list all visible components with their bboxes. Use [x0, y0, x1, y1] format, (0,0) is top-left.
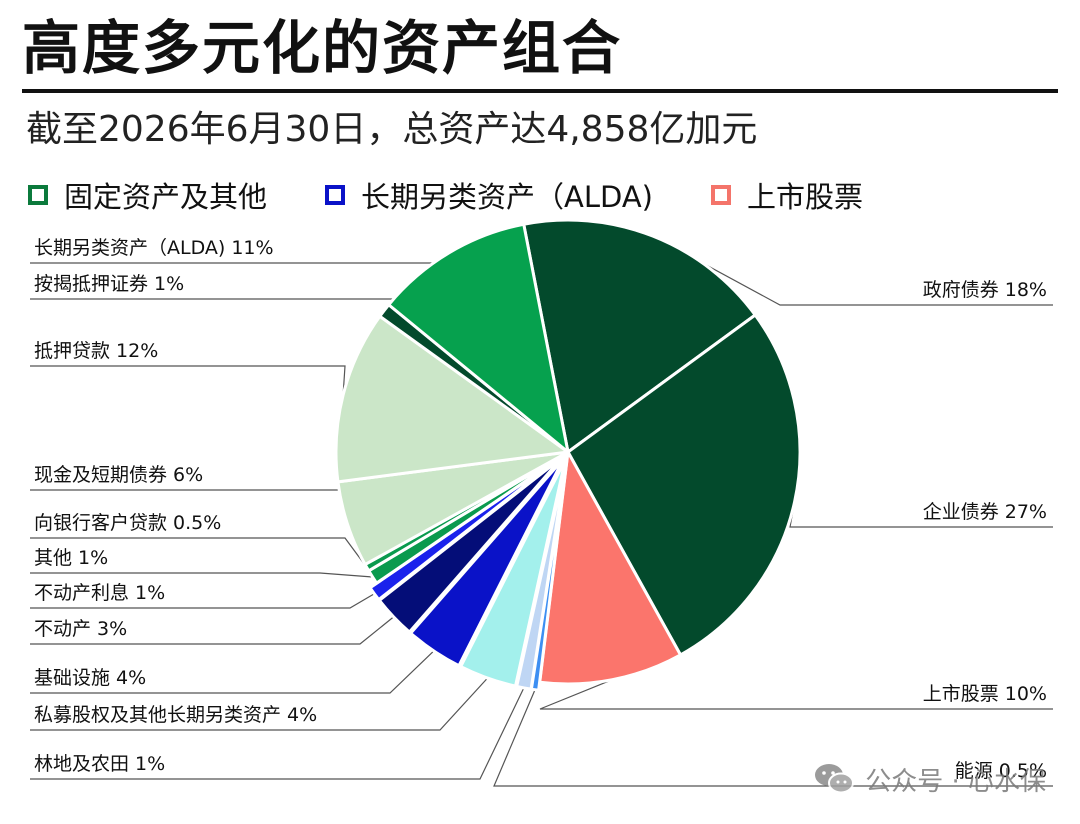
slice-8-leader — [30, 593, 375, 609]
slice-14 — [387, 222, 570, 454]
slice-5-label: 私募股权及其他长期另类资产 4% — [34, 704, 317, 726]
slice-12-label: 抵押贷款 12% — [34, 340, 158, 362]
slice-9-label: 其他 1% — [34, 547, 108, 569]
watermark: 公众号 · 心水保 — [813, 754, 1046, 804]
slice-1-label: 企业债券 27% — [923, 501, 1047, 523]
title-divider — [22, 89, 1058, 93]
slice-2-label: 上市股票 10% — [923, 683, 1047, 705]
chart-subtitle: 截至2026年6月30日，总资产达4,858亿加元 — [26, 109, 758, 150]
slice-5-leader — [30, 677, 488, 731]
slice-7-label: 不动产 3% — [34, 618, 127, 640]
slice-12 — [334, 314, 570, 484]
slice-5 — [459, 458, 567, 688]
legend-swatch-public-equity — [710, 185, 731, 205]
legend-swatch-alda — [325, 185, 346, 205]
slice-4-leader — [30, 687, 525, 780]
slice-12-leader — [30, 365, 346, 396]
slice-8 — [368, 455, 564, 602]
slice-1 — [566, 313, 802, 657]
legend-item-fixed-income: 固定资产及其他 — [28, 174, 267, 216]
slice-13-leader — [30, 298, 400, 311]
slice-3-leader — [493, 689, 1053, 787]
legend-swatch-fixed-income — [28, 185, 48, 205]
slice-2 — [538, 450, 682, 686]
slice-6-label: 基础设施 4% — [34, 667, 146, 689]
watermark-text: 公众号 · 心水保 — [865, 766, 1046, 797]
slice-7-leader — [30, 616, 394, 645]
slice-14-label: 长期另类资产（ALDA) 11% — [34, 237, 274, 259]
legend-label-fixed-income: 固定资产及其他 — [64, 180, 268, 214]
slice-10-leader — [30, 537, 368, 569]
slice-4-label: 林地及农田 1% — [34, 753, 165, 775]
slice-2-leader — [539, 679, 1053, 710]
chart-title: 高度多元化的资产组合 — [22, 14, 623, 82]
legend-item-alda: 长期另类资产（ALDA) — [325, 174, 653, 216]
slice-9-leader — [30, 572, 373, 578]
pie-slices — [334, 218, 802, 692]
slice-11-label: 现金及短期债券 6% — [34, 464, 203, 486]
legend-label-alda: 长期另类资产（ALDA) — [361, 180, 653, 214]
slice-0-label: 政府债券 18% — [923, 279, 1047, 301]
slice-6 — [409, 457, 566, 668]
slice-8-label: 不动产利息 1% — [34, 582, 165, 604]
slice-0 — [522, 218, 757, 454]
wechat-icon — [815, 764, 855, 794]
slice-6-leader — [30, 650, 435, 694]
slice-3-label: 能源 0.5% — [955, 760, 1047, 782]
slice-10-label: 向银行客户贷款 0.5% — [34, 512, 221, 534]
slice-13-label: 按揭抵押证券 1% — [34, 273, 184, 295]
slice-labels: 政府债券 18% 企业债券 27% 上市股票 10% 能源 0.5% 林地及农田 1% 私… — [34, 237, 1047, 782]
legend-label-public-equity: 上市股票 — [746, 180, 863, 214]
legend: 固定资产及其他 长期另类资产（ALDA) 上市股票 — [28, 172, 921, 218]
legend-item-public-equity: 上市股票 — [710, 174, 863, 216]
